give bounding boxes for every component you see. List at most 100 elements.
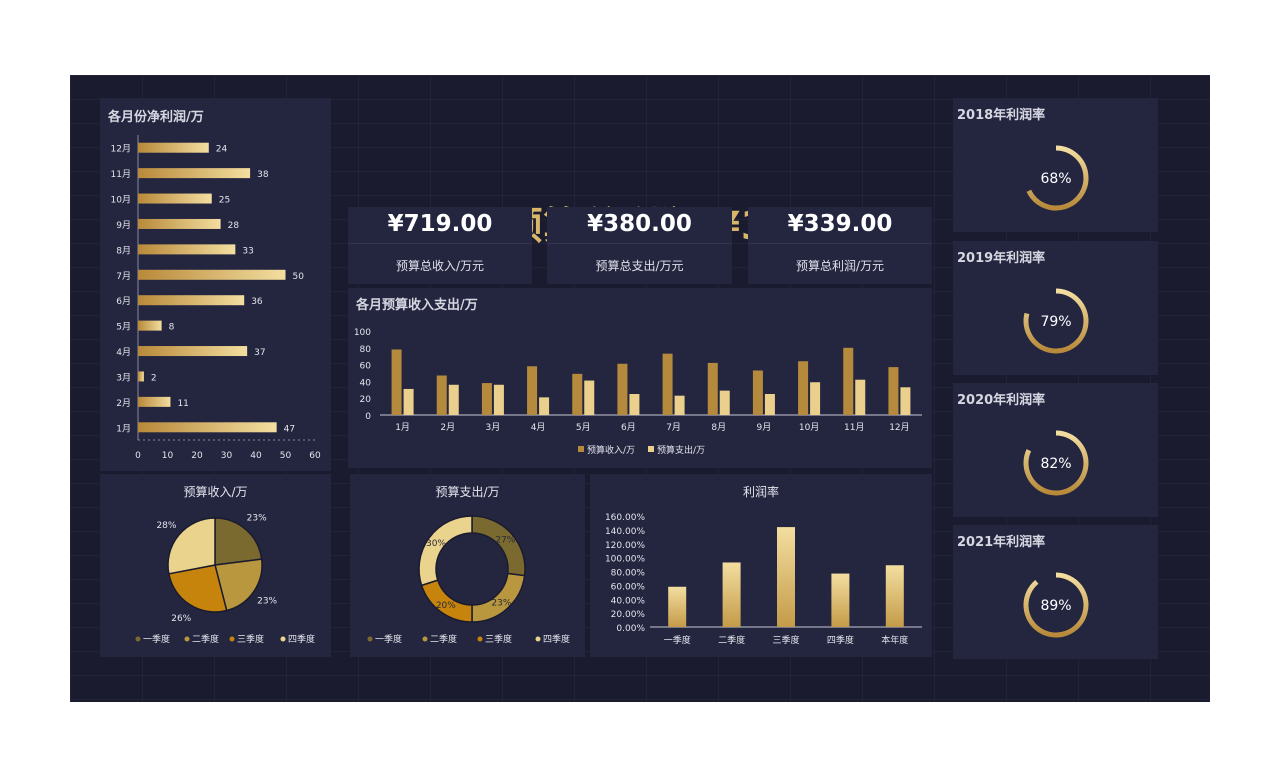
bar-expense <box>810 382 821 415</box>
bar-expense <box>448 384 459 415</box>
data-label: 8 <box>169 323 175 333</box>
income-pie-title: 预算收入/万 <box>183 485 248 499</box>
category-label: 一季度 <box>664 634 691 646</box>
bar <box>138 295 245 306</box>
bar <box>138 396 171 407</box>
category-label: 7月 <box>116 271 131 282</box>
legend-label: 三季度 <box>485 633 512 645</box>
category-label: 12月 <box>889 422 909 433</box>
bar-income <box>888 367 899 415</box>
rate-gauge: 68% <box>1026 145 1089 211</box>
tick-label: 0 <box>365 412 371 422</box>
bar <box>138 193 212 204</box>
income-expense-title: 各月预算收入支出/万 <box>356 298 478 313</box>
bar <box>138 218 221 229</box>
income-pie-chart: 23% 23% 26% 28% 一季度 二季度 三季度 四季度 <box>135 514 315 645</box>
bar-income <box>617 363 628 415</box>
rate-card-title: 2018年利润率 <box>957 108 1046 123</box>
legend-swatch <box>135 636 141 642</box>
category-label: 三季度 <box>772 634 799 646</box>
kpi-profit-label: 预算总利润/万元 <box>795 259 885 273</box>
dashboard-board: 预算总利润 ¥339 万元 各月份净利润/万 1月472月113月24月375月… <box>70 75 1210 702</box>
legend-label: 预算收入/万 <box>587 444 635 456</box>
bar-expense <box>719 390 730 415</box>
tick-label: 20 <box>191 451 203 461</box>
category-label: 11月 <box>111 169 131 180</box>
bar-income <box>752 370 763 415</box>
category-label: 7月 <box>666 422 681 433</box>
category-label: 10月 <box>799 422 819 433</box>
bar <box>138 346 248 357</box>
data-label: 20% <box>436 601 456 611</box>
category-label: 4月 <box>531 422 546 433</box>
rate-card-2020: 2020年利润率 82% <box>953 383 1158 517</box>
gauge-arc <box>1023 288 1089 354</box>
legend-label: 一季度 <box>375 633 402 645</box>
category-label: 8月 <box>711 422 726 433</box>
bar <box>138 168 251 179</box>
data-label: 38 <box>257 170 269 180</box>
rate-gauge: 89% <box>1023 572 1089 638</box>
bar-expense <box>584 380 595 415</box>
category-label: 1月 <box>395 422 410 433</box>
bar-income <box>391 349 402 415</box>
bar <box>831 573 850 627</box>
tick-label: 80.00% <box>611 569 646 579</box>
data-label: 2 <box>151 373 157 383</box>
category-label: 1月 <box>116 423 131 434</box>
tick-label: 40.00% <box>611 596 646 606</box>
bar-income <box>436 375 447 415</box>
tick-label: 40 <box>360 378 372 388</box>
data-label: 28% <box>156 521 176 531</box>
gauge-value: 79% <box>1040 314 1071 330</box>
data-label: 28 <box>228 221 240 231</box>
net-profit-title: 各月份净利润/万 <box>108 110 204 125</box>
legend-label: 一季度 <box>143 633 170 645</box>
tick-label: 10 <box>162 451 174 461</box>
category-label: 12月 <box>111 144 131 155</box>
gauge-value: 68% <box>1040 171 1071 187</box>
tick-label: 60 <box>309 451 321 461</box>
income-expense-panel: 各月预算收入支出/万 0 20 40 60 80 100 1月 2月 3月 4月 5月 6月 7月 8月 9… <box>348 288 932 468</box>
bar <box>138 371 144 382</box>
pie-slice <box>214 558 263 612</box>
bar-income <box>527 366 538 415</box>
category-label: 5月 <box>116 322 131 333</box>
kpi-card-profit: ¥339.00 预算总利润/万元 <box>748 207 932 284</box>
rate-gauge: 82% <box>1023 430 1089 496</box>
tick-label: 40 <box>250 451 262 461</box>
data-label: 23% <box>257 596 277 606</box>
tick-label: 60.00% <box>611 582 646 592</box>
expense-donut-title: 预算支出/万 <box>435 485 500 499</box>
bar <box>138 320 162 331</box>
kpi-expense-value: ¥380.00 <box>587 211 692 237</box>
data-label: 50 <box>293 272 305 282</box>
bar-expense <box>855 379 866 415</box>
rate-card-2019: 2019年利润率 79% <box>953 241 1158 375</box>
bar-expense <box>674 395 685 415</box>
category-label: 9月 <box>757 422 772 433</box>
bar-income <box>662 353 673 415</box>
tick-label: 100 <box>354 328 371 338</box>
bar-expense <box>629 394 640 415</box>
data-label: 23% <box>491 598 511 608</box>
bar <box>138 244 236 255</box>
legend-swatch <box>648 446 654 452</box>
category-label: 11月 <box>844 422 864 433</box>
tick-label: 80 <box>360 345 372 355</box>
legend-swatch <box>280 636 286 642</box>
rate-card-2018: 2018年利润率 68% <box>953 98 1158 232</box>
category-label: 本年度 <box>881 634 908 646</box>
expense-donut-panel: 预算支出/万 27% 23% 20% 30% 一季度 二季度 三季度 四季度 <box>350 474 585 657</box>
donut-slice <box>471 515 526 577</box>
pie-slice <box>167 564 228 613</box>
legend-swatch <box>229 636 235 642</box>
net-profit-chart: 1月 47 2月 11 3月 2 4月 37 5月 8 6月 36 7月 50 8月 33 9月 28 10月 25 1… <box>111 135 321 461</box>
kpi-expense-label: 预算总支出/万元 <box>595 259 684 273</box>
gauge-arc <box>1023 430 1089 496</box>
tick-label: 0.00% <box>616 624 645 634</box>
category-label: 2月 <box>116 398 131 409</box>
kpi-divider <box>547 243 732 244</box>
kpi-income-value: ¥719.00 <box>387 211 493 237</box>
data-label: 26% <box>171 614 191 624</box>
